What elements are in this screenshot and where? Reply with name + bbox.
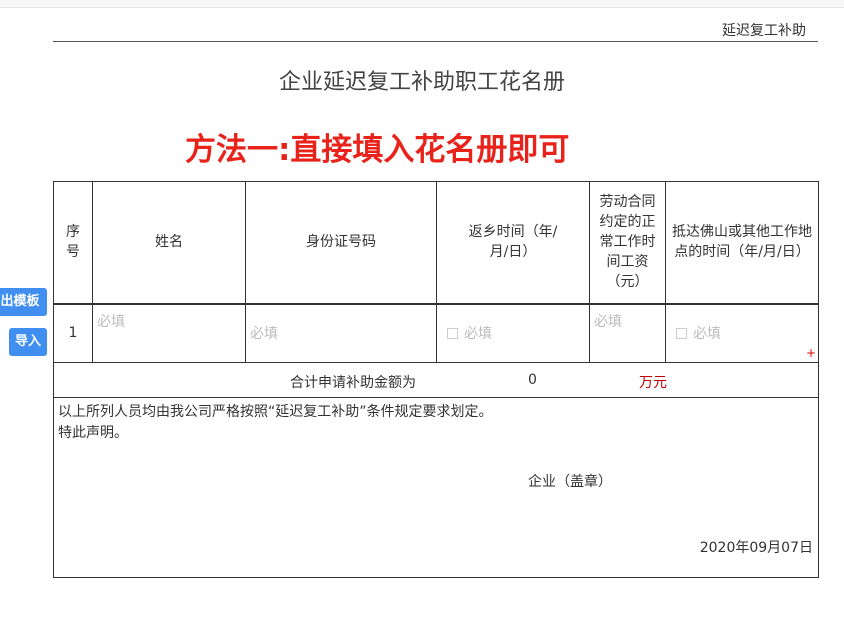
top-bar [0,0,844,8]
export-template-button[interactable]: 导出模板 [0,288,47,316]
col-arrival-date: 抵达佛山或其他工作地点的时间（年/月/日） [665,181,819,305]
total-label: 合计申请补助金额为 [290,375,416,391]
id-input[interactable]: 必填 [245,303,437,363]
roster-table: 序号 姓名 身份证号码 返乡时间（年/月/日） 劳动合同约定的正常工作时间工资（… [53,181,819,578]
col-wage: 劳动合同约定的正常工作时间工资（元） [589,181,666,305]
seal-label: 企业（盖章） [528,474,612,490]
calendar-icon [447,328,458,340]
method-hint: 方法一:直接填入花名册即可 [185,132,570,168]
declaration-date: 2020年09月07日 [699,540,813,556]
total-unit: 万元 [639,375,667,391]
import-button[interactable]: 导入 [9,328,47,356]
col-return-date: 返乡时间（年/月/日） [436,181,590,305]
col-id: 身份证号码 [245,181,437,305]
section-tag: 延迟复工补助 [722,23,806,39]
col-name: 姓名 [92,181,246,305]
declaration-statement: 特此声明。 [58,425,128,441]
total-value: 0 [528,372,537,388]
arrival-date-picker[interactable]: 必填 + [665,303,819,363]
total-row: 合计申请补助金额为 0 万元 [53,362,819,398]
page-title: 企业延迟复工补助职工花名册 [278,70,565,95]
wage-input[interactable]: 必填 [589,303,666,363]
row-index: 1 [53,303,93,363]
declaration-text: 以上所列人员均由我公司严格按照“延迟复工补助”条件规定要求划定。 [58,404,493,420]
add-row-button[interactable]: + [805,346,816,360]
name-input[interactable]: 必填 [92,303,246,363]
divider [53,41,818,42]
col-index: 序号 [53,181,93,305]
return-date-picker[interactable]: 必填 [436,303,590,363]
table-header: 序号 姓名 身份证号码 返乡时间（年/月/日） 劳动合同约定的正常工作时间工资（… [53,181,819,305]
declaration: 以上所列人员均由我公司严格按照“延迟复工补助”条件规定要求划定。 特此声明。 企… [53,397,819,578]
table-row: 1 必填 必填 必填 必填 必填 + [53,303,819,363]
calendar-icon [676,328,687,340]
